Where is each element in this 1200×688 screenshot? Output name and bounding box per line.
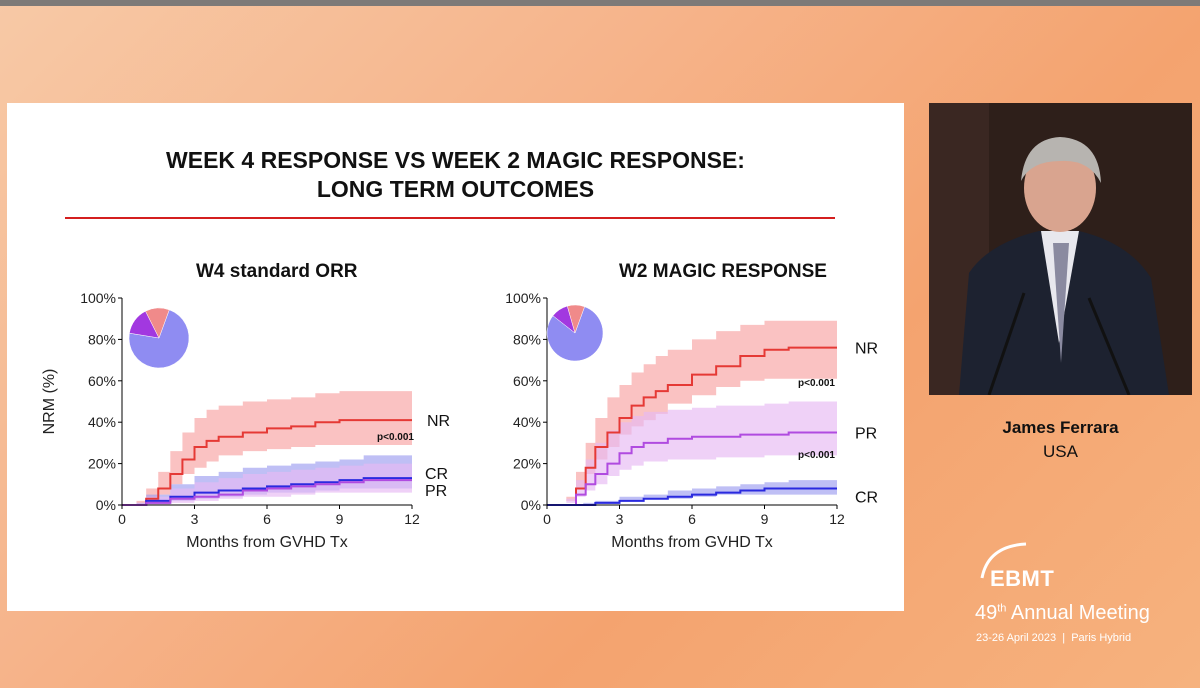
chart1-x-tick-label: 9: [336, 511, 344, 527]
chart2-title: W2 MAGIC RESPONSE: [619, 261, 827, 282]
title-divider: [65, 217, 835, 219]
chart1-series-label-cr: CR: [425, 466, 448, 483]
chart1-y-tick-label: 80%: [88, 331, 116, 347]
chart1-y-axis-label: NRM (%): [41, 369, 58, 435]
chart1-line-pr: [122, 479, 412, 506]
chart2-x-tick-label: 12: [829, 511, 845, 527]
chart1-line-cr: [122, 477, 412, 506]
chart2-y-tick-label: 40%: [513, 414, 541, 430]
chart1-series-label-nr: NR: [427, 413, 450, 430]
chart1-y-tick-label: 40%: [88, 414, 116, 430]
chart2-series-label-cr: CR: [855, 489, 878, 506]
chart1-y-tick-label: 60%: [88, 373, 116, 389]
chart2-x-tick-label: 6: [688, 511, 696, 527]
chart2-x-tick-label: 3: [616, 511, 624, 527]
chart2-series-label-nr: NR: [855, 341, 878, 358]
speaker-figure: [929, 103, 1192, 395]
chart1-x-tick-label: 3: [191, 511, 199, 527]
chart1-x-tick-label: 12: [404, 511, 420, 527]
chart1-x-tick-label: 0: [118, 511, 126, 527]
chart1-line-nr: [122, 419, 412, 506]
presentation-slide: WEEK 4 RESPONSE VS WEEK 2 MAGIC RESPONSE…: [7, 103, 904, 611]
chart2-x-tick-label: 9: [761, 511, 769, 527]
chart2-y-tick-label: 60%: [513, 373, 541, 389]
chart2-p-value: p<0.001: [798, 378, 835, 389]
meeting-date-range: 23-26 April 2023: [976, 632, 1057, 644]
ebmt-logo: EBMT: [990, 566, 1055, 591]
chart1-pie-slice-cr: [128, 309, 190, 369]
chart2-y-tick-label: 0%: [521, 497, 541, 513]
chart2-y-tick-label: 100%: [505, 290, 541, 306]
chart2-line-cr: [547, 487, 837, 506]
chart1-pie-slice-nr: [145, 307, 170, 339]
chart1-title: W4 standard ORR: [196, 261, 358, 282]
chart1-y-tick-label: 20%: [88, 456, 116, 472]
meeting-suffix: th: [997, 602, 1007, 615]
meeting-number: 49: [975, 602, 998, 624]
speaker-video: [929, 103, 1192, 395]
chart2-x-tick-label: 0: [543, 511, 551, 527]
chart2-x-axis-label: Months from GVHD Tx: [611, 534, 773, 551]
slide-title-line2: LONG TERM OUTCOMES: [316, 176, 595, 202]
chart2-y-tick-label: 20%: [513, 456, 541, 472]
meeting-title: 49th Annual Meeting: [975, 602, 1150, 625]
chart2-line-nr: [547, 346, 837, 506]
chart2-band-nr: [547, 320, 837, 505]
meeting-dates: 23-26 April 2023 | Paris Hybrid: [976, 632, 1132, 644]
chart1-x-tick-label: 6: [263, 511, 271, 527]
chart2-band-cr: [547, 480, 837, 505]
chart2-svg: 0% 20% 40% 60% 80% 100% 0 3 6 9 12 Months from GVHD…: [505, 290, 878, 551]
chart1-p-value: p<0.001: [377, 432, 414, 443]
meeting-name: Annual Meeting: [1010, 602, 1150, 624]
speaker-name: James Ferrara: [1002, 418, 1119, 437]
speaker-country: USA: [1043, 442, 1078, 461]
chart2-series-label-pr: PR: [855, 426, 877, 443]
chart1-y-tick-label: 0%: [96, 497, 116, 513]
chart1-y-tick-label: 100%: [80, 290, 116, 306]
chart2-pie-slice-nr: [566, 304, 585, 334]
chart1-series-label-pr: PR: [425, 483, 447, 500]
chart2-line-pr: [547, 431, 837, 506]
top-bar: [0, 0, 1200, 6]
slide-title-line1: WEEK 4 RESPONSE VS WEEK 2 MAGIC RESPONSE…: [166, 147, 745, 173]
ebmt-logo-arc: [980, 542, 1027, 579]
chart1-svg: 0% 20% 40% 60% 80% 100% 0 3 6 9 12 Months from GVHD…: [41, 290, 450, 551]
chart2-pie-slice-cr: [546, 306, 604, 362]
chart1-x-axis-label: Months from GVHD Tx: [186, 534, 348, 551]
chart2-y-tick-label: 80%: [513, 331, 541, 347]
chart2-p-value: p<0.001: [798, 450, 835, 461]
meeting-location: Paris Hybrid: [1071, 632, 1132, 644]
